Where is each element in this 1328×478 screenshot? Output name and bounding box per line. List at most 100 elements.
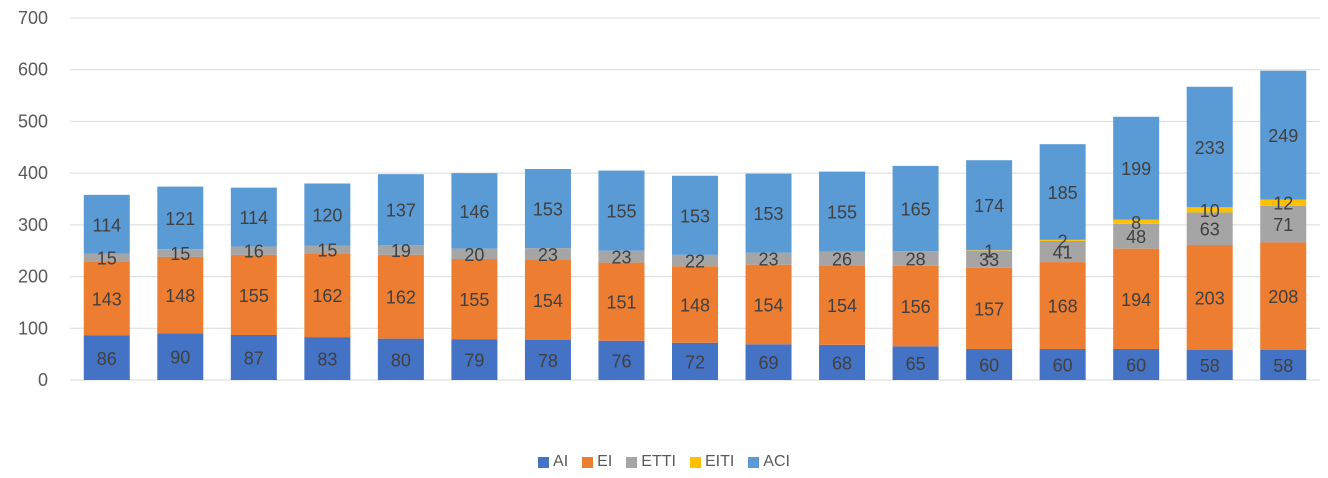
legend-item-ai: AI (538, 453, 568, 471)
bar-aci-14 (1039, 144, 1086, 240)
data-label-aci-7: 153 (533, 200, 563, 220)
legend-item-eiti: EITI (689, 453, 734, 471)
bar-eiti-15 (1113, 219, 1160, 224)
bar-ai-3 (230, 335, 277, 380)
bar-eiti-16 (1186, 207, 1233, 213)
bar-ai-13 (966, 348, 1013, 380)
data-label-etti-6: 20 (464, 245, 484, 265)
data-label-aci-1: 114 (92, 215, 121, 235)
y-tick-label: 100 (18, 318, 48, 338)
stacked-bar-chart: 0100200300400500600700861431511490148151… (18, 8, 1320, 390)
legend-swatch (689, 456, 701, 468)
bar-eiti-13 (966, 250, 1013, 251)
data-label-etti-7: 23 (538, 245, 558, 265)
bar-aci-15 (1113, 116, 1160, 220)
bar-ai-16 (1186, 350, 1233, 380)
data-label-ai-4: 83 (317, 350, 337, 370)
data-label-ai-8: 76 (611, 351, 631, 371)
data-label-aci-15: 199 (1121, 159, 1151, 179)
bar-etti-15 (1113, 223, 1160, 249)
bar-etti-16 (1186, 212, 1233, 246)
data-label-ei-1: 143 (92, 290, 122, 310)
data-label-aci-3: 114 (239, 208, 268, 228)
bar-ai-12 (892, 346, 939, 380)
bar-ei-6 (451, 258, 498, 340)
bar-aci-1 (83, 194, 130, 254)
bar-aci-7 (524, 169, 571, 249)
data-label-etti-3: 16 (244, 242, 264, 262)
bar-aci-4 (304, 183, 351, 246)
chart-legend: AI EI ETTI EITI ACI (0, 453, 1328, 471)
bar-etti-7 (524, 248, 571, 261)
data-label-aci-6: 146 (459, 202, 489, 222)
bar-ai-5 (377, 338, 424, 380)
legend-swatch (582, 456, 594, 468)
y-tick-label: 300 (18, 215, 48, 235)
bar-ei-15 (1113, 248, 1160, 349)
bar-etti-17 (1260, 205, 1307, 243)
data-label-aci-11: 155 (827, 203, 857, 223)
data-label-etti-12: 28 (906, 249, 926, 269)
bar-ei-4 (304, 253, 351, 338)
bar-ai-7 (524, 339, 571, 380)
data-label-aci-9: 153 (680, 206, 710, 226)
legend-label: AI (553, 453, 569, 470)
data-label-eiti-17: 12 (1273, 194, 1293, 214)
bar-ai-10 (745, 344, 792, 380)
data-label-aci-4: 120 (312, 206, 342, 226)
bar-etti-12 (892, 251, 939, 266)
data-label-etti-11: 26 (832, 249, 852, 269)
data-label-aci-17: 249 (1268, 126, 1298, 146)
bar-ei-8 (598, 262, 645, 341)
data-label-ei-4: 162 (312, 286, 342, 306)
bar-etti-4 (304, 245, 351, 254)
data-label-etti-16: 63 (1200, 220, 1220, 240)
data-label-etti-14: 41 (1053, 242, 1073, 262)
bar-aci-17 (1260, 70, 1307, 200)
bar-ei-10 (745, 264, 792, 345)
bar-ai-1 (83, 335, 130, 380)
data-label-eiti-14: 2 (1058, 231, 1068, 251)
data-label-eiti-13: 1 (984, 241, 994, 261)
bar-ai-9 (672, 342, 718, 380)
bar-ai-2 (157, 333, 204, 380)
data-label-ei-3: 155 (239, 286, 269, 306)
data-label-eiti-16: 10 (1200, 201, 1220, 221)
data-label-etti-2: 15 (170, 244, 190, 264)
data-label-ai-3: 87 (244, 349, 264, 369)
data-label-ei-6: 155 (459, 290, 489, 310)
bar-ei-7 (524, 260, 571, 340)
data-label-aci-14: 185 (1048, 183, 1078, 203)
legend-swatch (748, 456, 760, 468)
bar-ai-4 (304, 337, 351, 380)
data-label-ai-6: 79 (464, 351, 484, 371)
data-label-ei-2: 148 (165, 286, 195, 306)
bar-aci-6 (451, 173, 498, 249)
data-label-ei-12: 156 (901, 297, 931, 317)
bar-aci-10 (745, 173, 792, 253)
data-label-ai-13: 60 (979, 355, 999, 375)
data-label-ai-12: 65 (906, 354, 926, 374)
legend-label: ACI (763, 453, 790, 470)
bar-ai-6 (451, 339, 498, 380)
bar-etti-10 (745, 252, 792, 265)
bar-aci-8 (598, 170, 645, 251)
y-tick-label: 0 (38, 370, 48, 390)
data-label-ei-8: 151 (606, 293, 636, 313)
bar-etti-2 (157, 249, 204, 257)
data-label-etti-15: 48 (1126, 227, 1146, 247)
data-label-ai-5: 80 (391, 350, 411, 370)
bar-ei-17 (1260, 242, 1307, 351)
bar-aci-11 (819, 171, 866, 252)
bar-etti-9 (672, 254, 718, 267)
bar-aci-12 (892, 165, 939, 252)
bar-ai-11 (819, 344, 866, 380)
legend-label: EI (597, 453, 613, 470)
data-label-etti-5: 19 (391, 241, 411, 261)
data-label-ei-14: 168 (1048, 297, 1078, 317)
bar-etti-11 (819, 251, 866, 266)
legend-swatch (626, 456, 638, 468)
bar-ai-15 (1113, 348, 1160, 380)
data-label-eiti-15: 8 (1131, 213, 1141, 233)
bar-ei-9 (672, 266, 718, 343)
